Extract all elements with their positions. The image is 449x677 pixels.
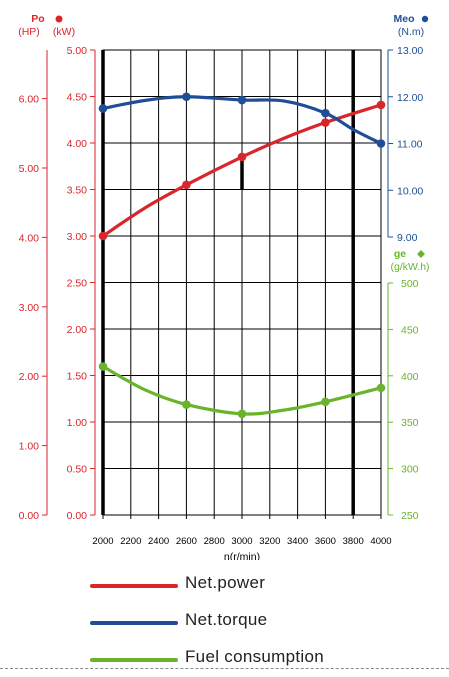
tick-label-torque: 12.00 — [397, 92, 423, 104]
tick-label-hp: 2.00 — [19, 371, 40, 383]
data-point-net-power — [376, 100, 386, 110]
tick-label-torque: 13.00 — [397, 45, 423, 57]
data-point-net-torque — [182, 92, 191, 102]
tick-label-fuel: 300 — [401, 464, 419, 476]
tick-labels: 0.00 1.00 2.00 3.00 4.00 5.00 6.00 0.00 0.50 1.00… — [18, 13, 429, 560]
data-point-net-torque — [321, 108, 330, 118]
tick-label-hp: 3.00 — [19, 302, 40, 314]
axis-symbol-meo — [421, 15, 429, 23]
tick-label-x-3400: 3400 — [287, 536, 308, 547]
engine-performance-chart: 0.00 1.00 2.00 3.00 4.00 5.00 6.00 0.00 0.50 1.00… — [18, 13, 429, 560]
data-point-net-torque — [237, 95, 247, 105]
grid — [101, 49, 382, 516]
legend-label-net-torque: Net.torque — [185, 610, 268, 629]
tick-label-kw: 1.00 — [67, 417, 88, 429]
data-point-net-power — [182, 180, 191, 190]
tick-label-x-3800: 3800 — [343, 536, 364, 547]
legend-label-fuel-consumption: Fuel consumption — [185, 647, 324, 666]
axes — [42, 49, 393, 519]
tick-label-torque: 11.00 — [397, 139, 423, 151]
tick-label-x-2600: 2600 — [176, 536, 197, 547]
tick-label-kw: 5.00 — [67, 45, 88, 57]
data-point-net-torque — [376, 139, 386, 148]
tick-label-kw: 4.50 — [67, 92, 88, 104]
data-point-net-power — [237, 152, 247, 162]
tick-label-fuel: 450 — [401, 324, 419, 336]
tick-label-fuel: 250 — [401, 510, 419, 522]
axis-unit-torque: (N.m) — [398, 26, 424, 38]
tick-label-x-3000: 3000 — [231, 536, 252, 547]
axis-title-x: n(r/min) — [224, 551, 260, 560]
tick-label-x-3600: 3600 — [315, 536, 336, 547]
data-point-net-torque — [98, 104, 108, 113]
series-markers — [98, 92, 386, 419]
axis-symbol-ge — [417, 250, 425, 258]
legend-swatch-fuel-consumption — [90, 658, 178, 662]
axis-unit-hp: (HP) — [18, 26, 40, 38]
data-point-net-power — [98, 231, 108, 241]
axis-title-ge: ge — [394, 248, 406, 260]
series-line-net-torque — [101, 95, 383, 146]
tick-label-fuel: 350 — [401, 417, 419, 429]
tick-label-kw: 1.50 — [67, 371, 88, 383]
data-point-fuel-consumption — [182, 400, 191, 409]
tick-label-hp: 4.00 — [19, 232, 40, 244]
tick-label-hp: 5.00 — [19, 163, 40, 175]
legend-label-net-power: Net.power — [185, 573, 266, 592]
tick-label-fuel: 400 — [401, 371, 419, 383]
tick-label-torque: 10.00 — [397, 185, 423, 197]
tick-label-hp: 0.00 — [19, 510, 40, 522]
data-point-net-power — [321, 118, 330, 127]
data-point-fuel-consumption — [98, 362, 108, 371]
legend-item-fuel-consumption: Fuel consumption — [90, 647, 440, 673]
tick-label-kw: 2.50 — [67, 278, 88, 290]
tick-label-kw: 3.50 — [67, 185, 88, 197]
axis-unit-fuel: (g/kW.h) — [390, 261, 429, 273]
axis-title-meo: Meo — [394, 13, 415, 25]
legend-item-net-power: Net.power — [90, 573, 440, 599]
tick-label-kw: 0.50 — [67, 464, 88, 476]
tick-label-kw: 0.00 — [67, 510, 88, 522]
tick-label-hp: 1.00 — [19, 441, 40, 453]
tick-label-x-2400: 2400 — [148, 536, 169, 547]
bottom-divider — [0, 668, 449, 669]
legend-swatch-net-power — [90, 584, 178, 588]
data-point-fuel-consumption — [376, 383, 386, 393]
tick-label-x-2800: 2800 — [204, 536, 225, 547]
data-point-fuel-consumption — [237, 409, 247, 419]
tick-label-hp: 6.00 — [19, 94, 40, 106]
tick-label-kw: 2.00 — [67, 324, 88, 336]
tick-label-kw: 4.00 — [67, 138, 88, 150]
axis-title-po: Po — [31, 13, 44, 25]
tick-label-torque: 9.00 — [397, 232, 418, 244]
data-point-fuel-consumption — [321, 397, 330, 407]
tick-label-x-3200: 3200 — [259, 536, 280, 547]
tick-label-kw: 3.00 — [67, 231, 88, 243]
legend-swatch-net-torque — [90, 621, 178, 625]
tick-label-fuel: 500 — [401, 278, 419, 290]
legend-item-net-torque: Net.torque — [90, 610, 440, 636]
tick-label-x-2000: 2000 — [92, 536, 113, 547]
tick-label-x-4000: 4000 — [370, 536, 391, 547]
axis-unit-kw: (kW) — [53, 26, 75, 38]
tick-label-x-2200: 2200 — [120, 536, 141, 547]
axis-symbol-po — [55, 15, 63, 23]
